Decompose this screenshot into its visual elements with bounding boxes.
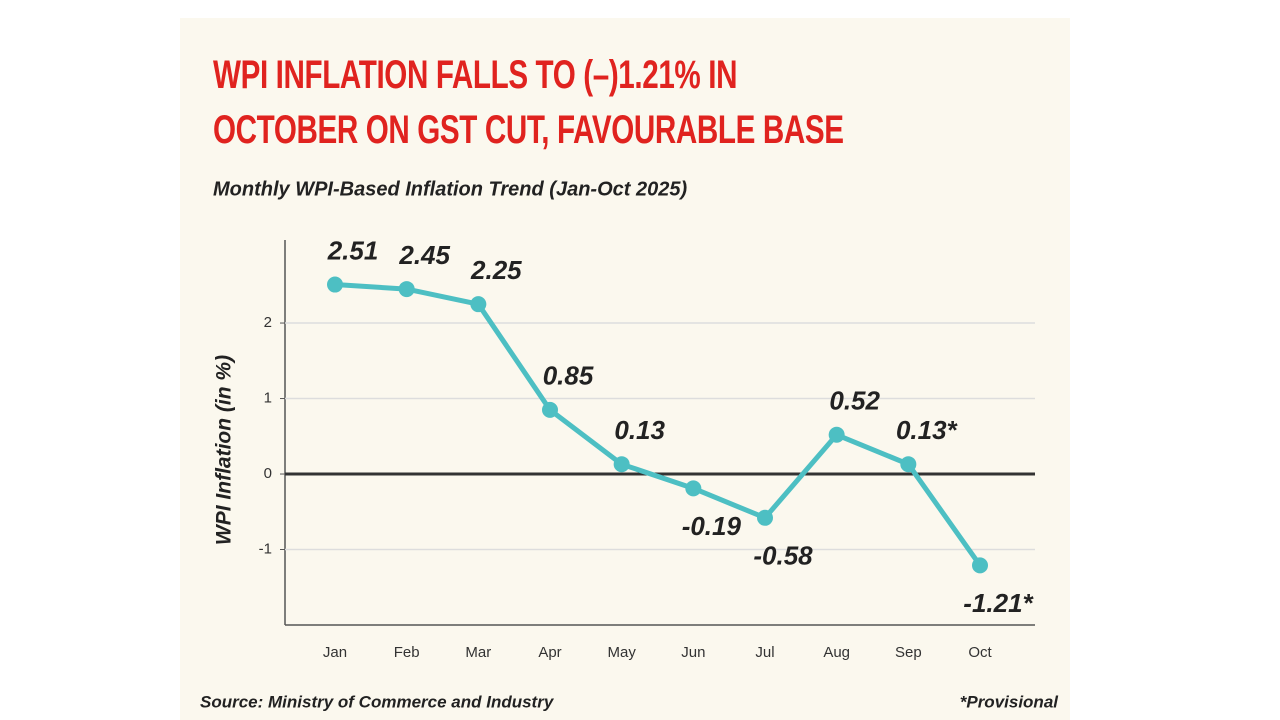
value-label: 2.25: [470, 255, 522, 285]
x-tick-label: Jan: [323, 644, 347, 661]
value-label: 0.85: [543, 361, 594, 391]
x-tick-label: Oct: [968, 644, 992, 661]
x-tick-label: Jul: [755, 644, 774, 661]
marker: [398, 281, 415, 298]
x-tick-label: Mar: [465, 644, 491, 661]
value-label: 2.45: [398, 240, 450, 270]
value-label: 0.13: [614, 415, 665, 445]
marker: [327, 276, 343, 293]
marker: [685, 480, 702, 497]
marker: [972, 557, 988, 574]
value-label: -0.19: [682, 511, 742, 541]
value-label: 2.51: [327, 235, 379, 265]
value-label: -0.58: [753, 541, 813, 571]
marker: [542, 401, 558, 418]
x-tick-label: Jun: [681, 644, 705, 661]
y-tick-label: 1: [264, 389, 272, 406]
x-tick-label: May: [607, 644, 636, 661]
value-label: 0.52: [829, 386, 880, 416]
y-tick-label: 0: [264, 465, 272, 482]
line: [334, 282, 983, 567]
y-axis-label: WPI Inflation (in %): [213, 355, 236, 545]
x-tick-label: Aug: [823, 644, 850, 661]
chart-subtitle: Monthly WPI-Based Inflation Trend (Jan-O…: [213, 178, 687, 200]
chart-title: WPI INFLATION FALLS TO (–)1.21% IN OCTOB…: [213, 53, 844, 152]
value-label: -1.21*: [963, 588, 1034, 618]
footnote: *Provisional: [960, 692, 1060, 711]
source: Source: Ministry of Commerce and Industr…: [200, 692, 555, 711]
y-tick-label: -1: [259, 540, 272, 557]
value-label: 0.13*: [896, 415, 959, 445]
marker: [900, 456, 917, 473]
marker: [828, 426, 845, 443]
y-tick-label: 2: [264, 314, 272, 331]
x-tick-label: Apr: [538, 644, 561, 661]
x-tick-label: Feb: [394, 644, 420, 661]
panel: [180, 18, 1070, 720]
marker: [470, 296, 487, 313]
x-tick-label: Sep: [895, 644, 922, 661]
marker: [613, 456, 630, 473]
marker: [757, 509, 773, 526]
